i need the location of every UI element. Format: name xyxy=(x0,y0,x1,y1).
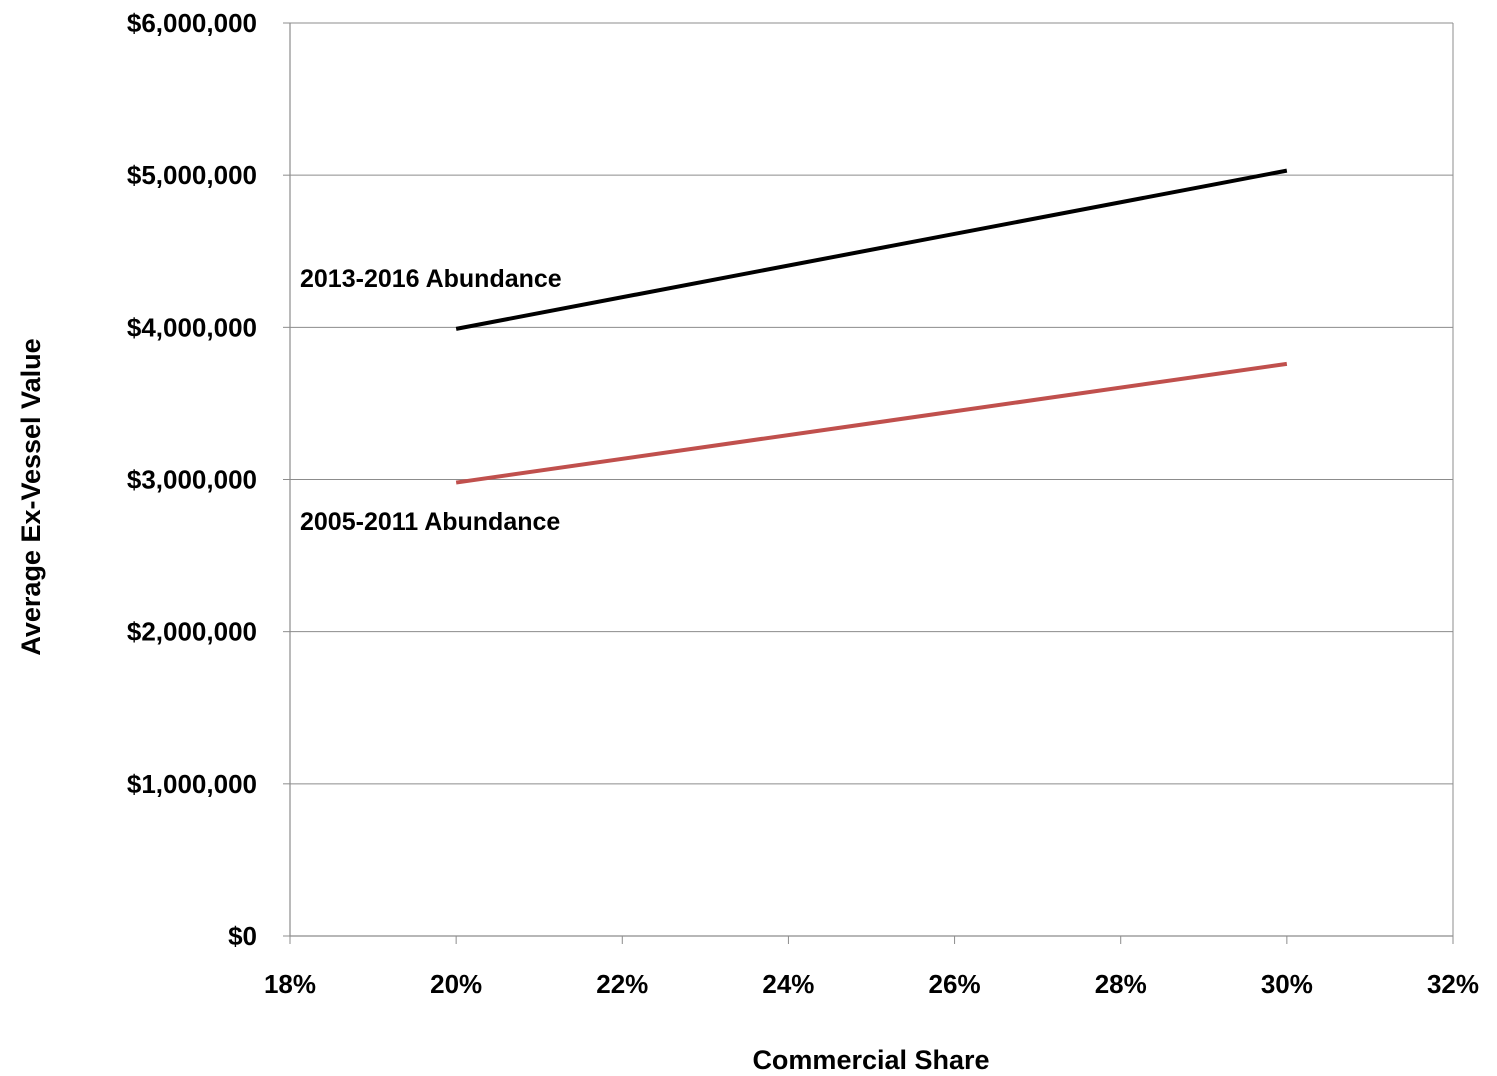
x-tick-label: 20% xyxy=(430,969,482,999)
annotations: 2013-2016 Abundance 2005-2011 Abundance xyxy=(300,265,562,536)
y-tick-label: $2,000,000 xyxy=(127,617,257,647)
series-annotation-2: 2005-2011 Abundance xyxy=(300,508,560,536)
x-tick-label: 32% xyxy=(1427,969,1479,999)
y-tick-label: $0 xyxy=(228,921,257,951)
x-tick-label: 24% xyxy=(762,969,814,999)
series-lines xyxy=(455,168,1288,485)
x-tick-label: 18% xyxy=(264,969,316,999)
x-tick-labels: 18% 20% 22% 24% 26% 28% 30% 32% xyxy=(264,936,1479,999)
series-line-1 xyxy=(455,168,1288,331)
series-annotation-1: 2013-2016 Abundance xyxy=(300,265,562,293)
y-tick-label: $1,000,000 xyxy=(127,769,257,799)
y-tick-label: $4,000,000 xyxy=(127,312,257,342)
x-tick-label: 28% xyxy=(1095,969,1147,999)
x-tick-label: 30% xyxy=(1261,969,1313,999)
x-axis-title: Commercial Share xyxy=(752,1045,989,1075)
y-tick-label: $5,000,000 xyxy=(127,160,257,190)
y-tick-label: $6,000,000 xyxy=(127,8,257,38)
series-line-2 xyxy=(455,361,1288,485)
x-tick-label: 26% xyxy=(929,969,981,999)
y-tick-label: $3,000,000 xyxy=(127,465,257,495)
x-tick-label: 22% xyxy=(596,969,648,999)
y-tick-labels: $0 $1,000,000 $2,000,000 $3,000,000 $4,000,0… xyxy=(127,8,290,951)
y-axis-title: Average Ex-Vessel Value xyxy=(16,338,46,655)
gridlines xyxy=(290,22,1453,785)
